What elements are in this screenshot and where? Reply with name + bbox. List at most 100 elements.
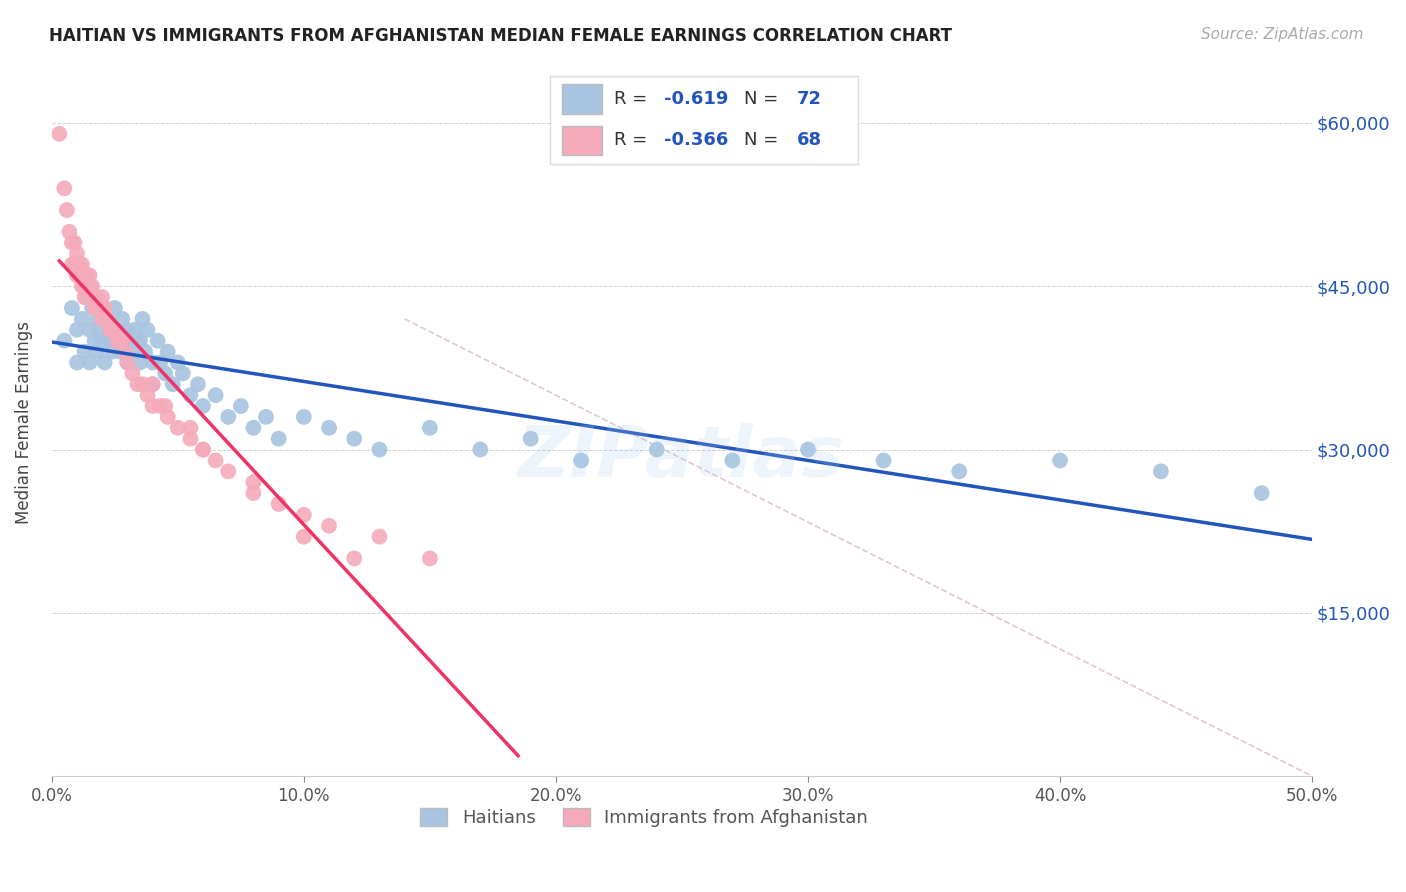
Point [63,235,86,250]
Point [70,279,93,293]
Point [172,367,194,381]
Point [179,421,201,435]
Point [69,268,91,283]
Point [187,377,209,392]
Point [149,355,172,369]
Point [73,279,96,293]
Point [70,258,93,272]
Point [156,409,179,424]
Point [948,464,970,478]
Point [60,301,83,315]
Point [149,399,172,413]
Point [254,409,277,424]
Legend: Haitians, Immigrants from Afghanistan: Haitians, Immigrants from Afghanistan [413,801,875,834]
Point [318,421,340,435]
Point [114,344,136,359]
Point [118,334,141,348]
Point [131,312,153,326]
Point [76,290,98,304]
Point [470,442,492,457]
Point [242,475,264,490]
Point [91,312,114,326]
Point [368,530,391,544]
Point [146,334,169,348]
Point [127,334,149,348]
Point [86,344,108,359]
Point [645,442,668,457]
Point [124,323,146,337]
Point [111,334,134,348]
Point [142,355,165,369]
Point [166,421,188,435]
Point [70,268,93,283]
Point [91,301,114,315]
Point [121,367,143,381]
Point [114,334,136,348]
Point [292,508,315,522]
Point [79,355,101,369]
Point [242,421,264,435]
Point [63,258,86,272]
Point [83,290,105,304]
Point [1150,464,1173,478]
Point [60,235,83,250]
Point [66,246,89,260]
Point [117,323,139,337]
Point [104,301,127,315]
Text: ZIPatlas: ZIPatlas [519,423,845,492]
Point [66,323,89,337]
Point [204,453,226,467]
Point [117,355,139,369]
Point [121,344,143,359]
Y-axis label: Median Female Earnings: Median Female Earnings [15,321,32,524]
Point [56,202,79,217]
Point [76,268,98,283]
Point [93,312,115,326]
Point [89,301,111,315]
Point [66,355,89,369]
Point [179,388,201,402]
Point [79,290,101,304]
Point [58,225,80,239]
Point [142,377,165,392]
Point [108,334,131,348]
Point [80,279,103,293]
Point [108,344,131,359]
Point [419,421,441,435]
Point [89,323,111,337]
Point [83,334,105,348]
Point [129,334,152,348]
Point [79,279,101,293]
Point [292,530,315,544]
Point [96,312,118,326]
Point [105,334,128,348]
Point [91,334,114,348]
Point [166,355,188,369]
Point [153,367,176,381]
Point [229,399,252,413]
Point [204,388,226,402]
Point [267,432,290,446]
Point [142,377,165,392]
Point [66,268,89,283]
Point [191,399,214,413]
Point [70,312,93,326]
Point [191,442,214,457]
Point [217,464,239,478]
Point [60,258,83,272]
Point [318,518,340,533]
Point [179,432,201,446]
Point [98,323,121,337]
Point [721,453,744,467]
Text: Source: ZipAtlas.com: Source: ZipAtlas.com [1201,27,1364,42]
Point [142,399,165,413]
Point [1049,453,1071,467]
Point [217,409,239,424]
Point [129,355,152,369]
Point [86,312,108,326]
Point [96,312,118,326]
Point [117,355,139,369]
Point [80,290,103,304]
Point [48,127,70,141]
Point [343,432,366,446]
